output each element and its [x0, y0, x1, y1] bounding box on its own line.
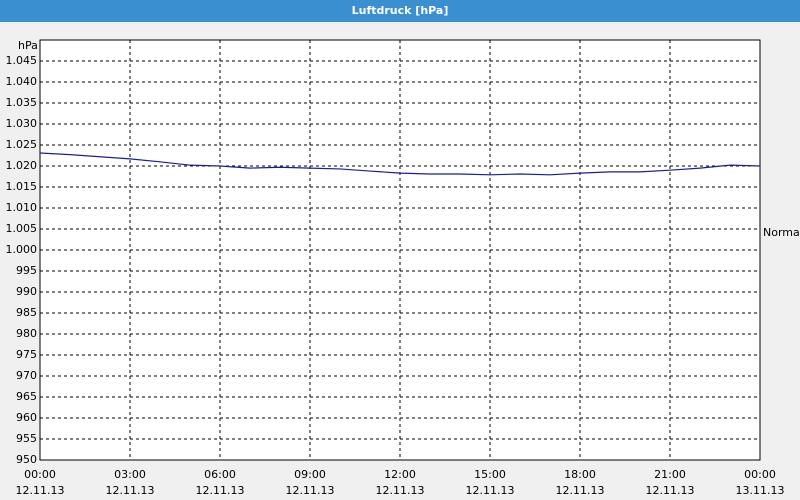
x-tick-label: 18:00	[564, 468, 596, 481]
x-tick-label: 21:00	[654, 468, 686, 481]
y-tick-label: 955	[16, 432, 37, 445]
x-tick-date: 12.11.13	[556, 484, 605, 497]
y-tick-label: 1.030	[6, 117, 38, 130]
x-tick-label: 03:00	[114, 468, 146, 481]
x-tick-label: 06:00	[204, 468, 236, 481]
title-bar	[0, 0, 800, 22]
y-tick-label: 1.005	[6, 222, 38, 235]
y-tick-label: 995	[16, 264, 37, 277]
x-tick-date: 12.11.13	[376, 484, 425, 497]
x-tick-date: 12.11.13	[286, 484, 335, 497]
x-tick-date: 12.11.13	[16, 484, 65, 497]
y-tick-label: 1.025	[6, 138, 38, 151]
y-tick-label: 950	[16, 453, 37, 466]
x-tick-date: 12.11.13	[106, 484, 155, 497]
y-tick-label: 1.020	[6, 159, 38, 172]
x-tick-date: 12.11.13	[646, 484, 695, 497]
y-tick-label: 960	[16, 411, 37, 424]
chart-title: Luftdruck [hPa]	[352, 4, 449, 17]
x-tick-label: 15:00	[474, 468, 506, 481]
x-tick-label: 12:00	[384, 468, 416, 481]
x-tick-label: 09:00	[294, 468, 326, 481]
normal-label: Normal	[763, 226, 800, 239]
y-tick-label: 965	[16, 390, 37, 403]
x-tick-label: 00:00	[744, 468, 776, 481]
y-tick-label: 975	[16, 348, 37, 361]
y-tick-label: 1.035	[6, 96, 38, 109]
x-tick-date: 12.11.13	[466, 484, 515, 497]
y-tick-label: 980	[16, 327, 37, 340]
y-tick-label: 985	[16, 306, 37, 319]
y-tick-label: 1.000	[6, 243, 38, 256]
y-tick-label: 990	[16, 285, 37, 298]
line-series	[39, 152, 761, 176]
x-tick-date: 12.11.13	[196, 484, 245, 497]
y-tick-label: 970	[16, 369, 37, 382]
x-tick-date: 13.11.13	[736, 484, 785, 497]
y-axis-label: hPa	[18, 39, 38, 52]
y-tick-label: 1.040	[6, 75, 38, 88]
x-tick-label: 00:00	[24, 468, 56, 481]
y-tick-label: 1.045	[6, 54, 38, 67]
y-tick-label: 1.010	[6, 201, 38, 214]
y-tick-label: 1.015	[6, 180, 38, 193]
